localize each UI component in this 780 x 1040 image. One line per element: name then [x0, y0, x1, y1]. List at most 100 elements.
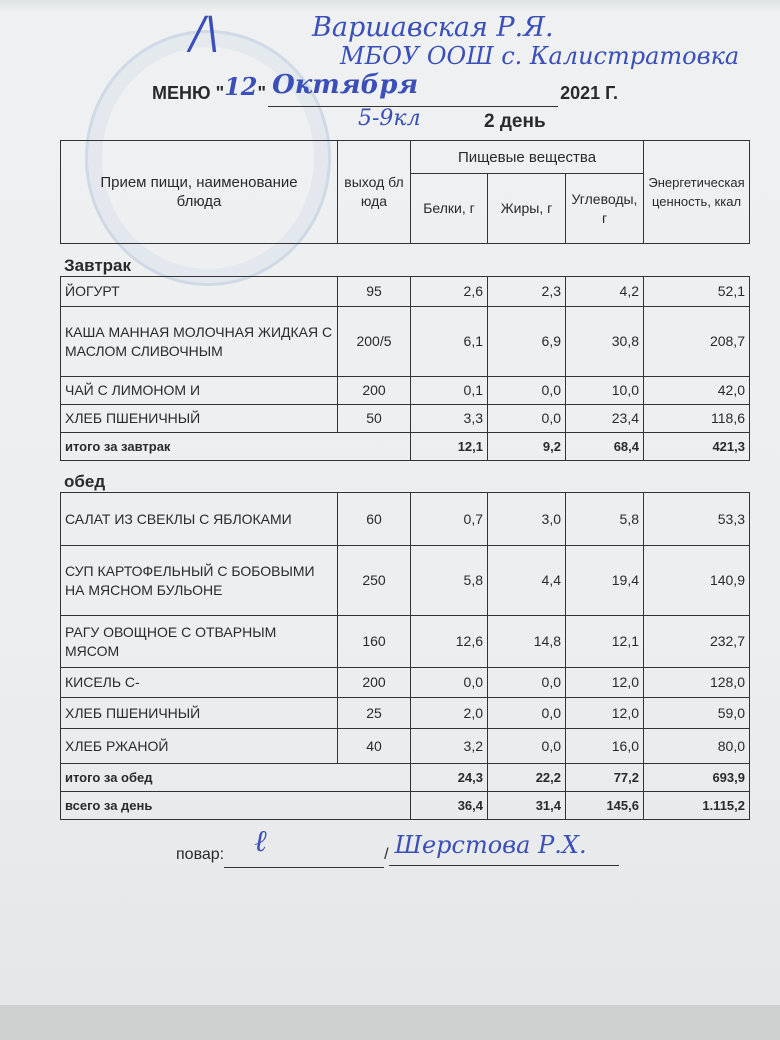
table-row: ХЛЕБ РЖАНОЙ 40 3,2 0,0 16,0 80,0: [60, 728, 750, 764]
dish-yield: 200/5: [337, 306, 411, 377]
date-day: 12: [224, 72, 258, 101]
menu-title: МЕНЮ "12" Октября 2021 Г.: [152, 70, 619, 107]
cook-signature-line: повар: ℓ / Шерстова Р.Х.: [176, 824, 619, 868]
table-row: КИСЕЛЬ С- 200 0,0 0,0 12,0 128,0: [60, 667, 750, 698]
dish-protein: 3,2: [410, 728, 488, 764]
section-breakfast: Завтрак: [64, 256, 132, 275]
total-row: итого за завтрак 12,1 9,2 68,4 421,3: [60, 432, 750, 461]
dish-protein: 0,0: [410, 667, 488, 698]
year: 2021 Г.: [560, 83, 619, 103]
dish-yield: 160: [337, 615, 411, 668]
table-row: КАША МАННАЯ МОЛОЧНАЯ ЖИДКАЯ С МАСЛОМ СЛИ…: [60, 306, 750, 377]
total-fat: 31,4: [487, 791, 566, 820]
lunch-table: САЛАТ ИЗ СВЕКЛЫ С ЯБЛОКАМИ 60 0,7 3,0 5,8 53,…: [60, 492, 750, 820]
dish-protein: 3,3: [410, 404, 488, 433]
total-energy: 693,9: [643, 763, 750, 792]
table-row: САЛАТ ИЗ СВЕКЛЫ С ЯБЛОКАМИ 60 0,7 3,0 5,8 53,…: [60, 492, 750, 546]
dish-name: КАША МАННАЯ МОЛОЧНАЯ ЖИДКАЯ С МАСЛОМ СЛИ…: [60, 306, 338, 377]
dish-fat: 0,0: [487, 728, 566, 764]
dish-fat: 6,9: [487, 306, 566, 377]
total-carbs: 77,2: [565, 763, 644, 792]
dish-protein: 5,8: [410, 545, 488, 616]
header-table: Прием пищи, наименование блюда выход блю…: [60, 140, 751, 244]
dish-carbs: 16,0: [565, 728, 644, 764]
dish-protein: 2,0: [410, 697, 488, 729]
signature-line: ℓ: [224, 824, 385, 868]
dish-energy: 52,1: [643, 276, 750, 307]
dish-yield: 40: [337, 728, 411, 764]
dish-energy: 140,9: [643, 545, 750, 616]
dish-protein: 0,1: [410, 376, 488, 405]
dish-carbs: 10,0: [565, 376, 644, 405]
dish-yield: 200: [337, 376, 411, 405]
total-row: всего за день 36,4 31,4 145,6 1.115,2: [60, 791, 750, 820]
dish-fat: 2,3: [487, 276, 566, 307]
col-yield: выход блюда: [337, 140, 411, 244]
total-carbs: 68,4: [565, 432, 644, 461]
table-row: ХЛЕБ ПШЕНИЧНЫЙ 50 3,3 0,0 23,4 118,6: [60, 404, 750, 433]
dish-energy: 208,7: [643, 306, 750, 377]
dish-carbs: 12,0: [565, 667, 644, 698]
total-fat: 9,2: [487, 432, 566, 461]
dish-fat: 0,0: [487, 376, 566, 405]
dish-energy: 232,7: [643, 615, 750, 668]
breakfast-table: ЙОГУРТ 95 2,6 2,3 4,2 52,1 КАША МАННАЯ МОЛОЧНА…: [60, 276, 750, 461]
dish-name: САЛАТ ИЗ СВЕКЛЫ С ЯБЛОКАМИ: [60, 492, 338, 546]
table-row: РАГУ ОВОЩНОЕ С ОТВАРНЫМ МЯСОМ 160 12,6 14,8…: [60, 615, 750, 668]
dish-name: ХЛЕБ РЖАНОЙ: [60, 728, 338, 764]
dish-carbs: 5,8: [565, 492, 644, 546]
total-carbs: 145,6: [565, 791, 644, 820]
date-month: Октября: [272, 70, 419, 100]
dish-protein: 6,1: [410, 306, 488, 377]
month-line: Октября: [268, 70, 559, 107]
grades: 5-9кл: [358, 106, 421, 131]
dish-fat: 0,0: [487, 404, 566, 433]
dish-name: ЧАЙ С ЛИМОНОМ И: [60, 376, 338, 405]
name-line: Шерстова Р.Х.: [388, 831, 619, 866]
quote: ": [257, 83, 267, 103]
cook-name: Шерстова Р.Х.: [394, 831, 587, 859]
total-label: всего за день: [60, 791, 411, 820]
dish-name: ЙОГУРТ: [60, 276, 338, 307]
approver-name: Варшавская Р.Я.: [312, 12, 554, 43]
dish-name: ХЛЕБ ПШЕНИЧНЫЙ: [60, 697, 338, 729]
dish-carbs: 19,4: [565, 545, 644, 616]
col-dish: Прием пищи, наименование блюда: [60, 140, 338, 244]
total-energy: 1.115,2: [643, 791, 750, 820]
cook-signature: ℓ: [254, 824, 267, 859]
col-nutrients: Пищевые вещества: [409, 140, 645, 174]
dish-yield: 250: [337, 545, 411, 616]
dish-name: СУП КАРТОФЕЛЬНЫЙ С БОБОВЫМИ НА МЯСНОМ БУ…: [60, 545, 338, 616]
dish-name: КИСЕЛЬ С-: [60, 667, 338, 698]
menu-label: МЕНЮ ": [152, 83, 225, 103]
table-row: СУП КАРТОФЕЛЬНЫЙ С БОБОВЫМИ НА МЯСНОМ БУ…: [60, 545, 750, 616]
dish-carbs: 12,1: [565, 615, 644, 668]
total-fat: 22,2: [487, 763, 566, 792]
dish-carbs: 30,8: [565, 306, 644, 377]
dish-name: ХЛЕБ ПШЕНИЧНЫЙ: [60, 404, 338, 433]
total-protein: 24,3: [410, 763, 488, 792]
total-energy: 421,3: [643, 432, 750, 461]
section-lunch: обед: [64, 472, 106, 491]
col-carbs: Углеводы, г: [564, 173, 645, 244]
dish-energy: 59,0: [643, 697, 750, 729]
total-protein: 36,4: [410, 791, 488, 820]
total-row: итого за обед 24,3 22,2 77,2 693,9: [60, 763, 750, 792]
dish-protein: 2,6: [410, 276, 488, 307]
dish-fat: 4,4: [487, 545, 566, 616]
dish-energy: 80,0: [643, 728, 750, 764]
school-name: МБОУ ООШ с. Калистратовка: [340, 42, 740, 70]
table-row: ЙОГУРТ 95 2,6 2,3 4,2 52,1: [60, 276, 750, 307]
dish-carbs: 4,2: [565, 276, 644, 307]
background-surface: [0, 1005, 780, 1040]
dish-protein: 12,6: [410, 615, 488, 668]
dish-yield: 60: [337, 492, 411, 546]
col-fat: Жиры, г: [487, 173, 566, 244]
col-protein: Белки, г: [410, 173, 488, 244]
total-label: итого за обед: [60, 763, 411, 792]
dish-fat: 0,0: [487, 697, 566, 729]
dish-yield: 200: [337, 667, 411, 698]
dish-fat: 3,0: [487, 492, 566, 546]
dish-energy: 42,0: [643, 376, 750, 405]
day-label: 2 день: [484, 111, 546, 132]
